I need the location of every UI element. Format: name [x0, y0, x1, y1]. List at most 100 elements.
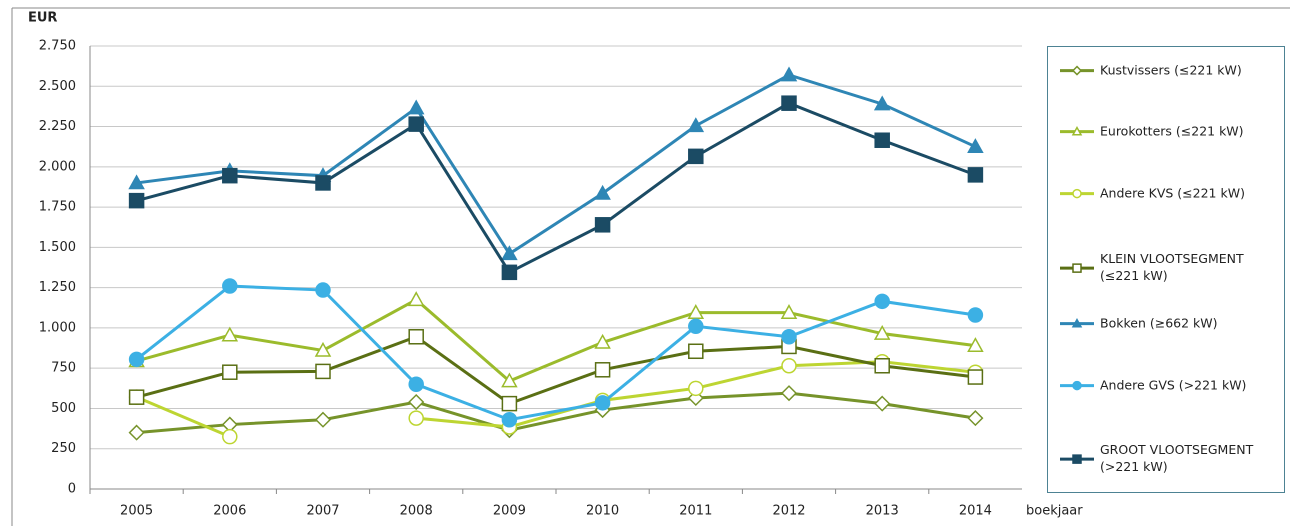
legend-item: Bokken (≥662 kW): [1058, 316, 1280, 333]
legend-label: Eurokotters (≤221 kW): [1100, 123, 1244, 139]
x-tick-label: 2009: [493, 504, 526, 519]
marker: [222, 167, 238, 184]
legend-item: Andere GVS (>221 kW): [1058, 378, 1280, 395]
marker: [1072, 189, 1082, 199]
legend-swatch: [1060, 189, 1094, 199]
legend-item: GROOT VLOOTSEGMENT (>221 kW): [1058, 442, 1280, 476]
marker: [688, 318, 704, 335]
marker: [873, 325, 891, 340]
marker: [314, 411, 332, 428]
marker: [781, 358, 797, 374]
marker: [780, 385, 798, 402]
x-tick-label: 2014: [959, 504, 992, 519]
marker: [874, 293, 890, 310]
marker: [594, 362, 611, 378]
marker: [222, 364, 238, 380]
marker: [407, 291, 425, 307]
marker: [1072, 263, 1082, 273]
legend-swatch: [1060, 454, 1094, 464]
marker: [128, 192, 145, 209]
legend-label: GROOT VLOOTSEGMENT (>221 kW): [1100, 442, 1254, 474]
marker: [594, 395, 611, 411]
series-line: [136, 395, 231, 439]
marker: [781, 329, 797, 345]
marker: [408, 376, 424, 393]
marker: [408, 410, 424, 426]
marker: [408, 116, 424, 132]
y-tick-label: 1.750: [39, 200, 76, 215]
y-tick-label: 250: [51, 441, 76, 456]
y-tick-label: 2.500: [39, 79, 76, 94]
legend-swatch: [1060, 381, 1094, 391]
marker: [1072, 381, 1082, 391]
series-line: [136, 101, 976, 275]
legend-item: Kustvissers (≤221 kW): [1058, 63, 1280, 80]
series-line: [136, 297, 976, 383]
marker: [315, 282, 331, 298]
y-tick-label: 1.000: [39, 320, 76, 335]
x-tick-label: 2011: [679, 504, 712, 519]
marker: [128, 389, 145, 405]
series-line: [135, 284, 976, 422]
legend-swatch: [1060, 126, 1094, 136]
series-line: [136, 73, 977, 256]
y-tick-label: 2.000: [39, 159, 76, 174]
marker: [594, 217, 611, 233]
marker: [594, 184, 611, 200]
x-axis-label: boekjaar: [1026, 504, 1083, 519]
marker: [221, 326, 239, 342]
marker: [315, 363, 331, 380]
marker: [315, 175, 331, 191]
marker: [874, 132, 890, 148]
marker: [967, 138, 984, 154]
legend-label: Kustvissers (≤221 kW): [1100, 62, 1242, 78]
legend-label: KLEIN VLOOTSEGMENT (≤221 kW): [1100, 251, 1244, 283]
legend-swatch: [1060, 263, 1094, 273]
marker: [874, 358, 890, 374]
y-tick-label: 500: [51, 401, 76, 416]
marker: [501, 245, 518, 261]
x-tick-label: 2006: [213, 504, 246, 519]
marker: [687, 304, 705, 319]
y-tick-label: 0: [68, 482, 76, 497]
marker: [408, 393, 425, 411]
legend-label: Bokken (≥662 kW): [1100, 315, 1218, 331]
x-tick-label: 2010: [586, 504, 619, 519]
marker: [1071, 126, 1083, 136]
marker: [780, 304, 798, 319]
marker: [1072, 454, 1082, 464]
marker: [688, 343, 704, 360]
marker: [967, 337, 984, 352]
y-tick-label: 750: [51, 361, 76, 376]
legend-item: Andere KVS (≤221 kW): [1058, 186, 1280, 203]
marker: [967, 410, 984, 427]
legend: Kustvissers (≤221 kW) Eurokotters (≤221 k…: [1047, 46, 1285, 493]
marker: [222, 278, 238, 294]
legend-swatch: [1060, 318, 1094, 328]
marker: [407, 99, 425, 115]
marker: [967, 307, 984, 323]
marker: [594, 333, 611, 349]
legend-label: Andere KVS (≤221 kW): [1100, 185, 1245, 201]
marker: [780, 66, 798, 82]
marker: [781, 95, 797, 111]
marker: [874, 395, 891, 412]
legend-label: Andere GVS (>221 kW): [1100, 377, 1247, 393]
legend-item: Eurokotters (≤221 kW): [1058, 124, 1280, 141]
marker: [501, 264, 518, 281]
marker: [1071, 65, 1083, 77]
x-tick-label: 2008: [400, 504, 433, 519]
marker: [128, 424, 145, 441]
series-line: [136, 391, 976, 435]
y-tick-label: 2.250: [39, 119, 76, 134]
marker: [222, 428, 238, 445]
marker: [501, 372, 518, 388]
legend-swatch: [1060, 65, 1094, 77]
marker: [501, 395, 518, 412]
marker: [687, 117, 705, 133]
marker: [128, 351, 145, 368]
marker: [873, 95, 891, 111]
legend-item: KLEIN VLOOTSEGMENT (≤221 kW): [1058, 251, 1280, 285]
x-tick-label: 2007: [306, 504, 339, 519]
